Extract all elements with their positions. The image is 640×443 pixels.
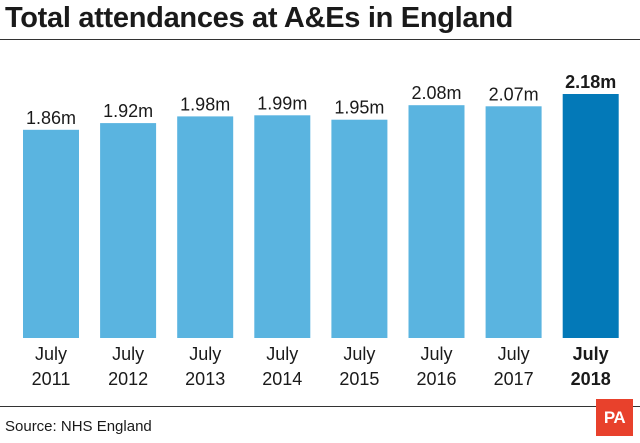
source-note: Source: NHS England [5,418,152,435]
bar-july-2017 [485,106,542,338]
bar-july-2013 [177,116,234,339]
value-label: 2.08m [411,83,461,103]
x-tick-label: July 2011 [32,344,71,389]
x-tick-label: July 2014 [262,344,302,389]
chart-title: Total attendances at A&Es in England [5,2,514,34]
value-label: 1.92m [103,101,153,121]
value-label: 1.86m [26,108,76,128]
x-tick-label: July 2018 [571,344,611,389]
title-divider [0,39,640,40]
bar-july-2015 [331,119,388,338]
x-tick-label: July 2013 [185,344,225,389]
pa-logo: PA [596,399,633,436]
source-divider [0,406,640,407]
x-tick-label: July 2012 [108,344,148,389]
value-label: 1.95m [334,98,384,118]
x-tick-label: July 2015 [339,344,379,389]
bar-july-2016 [408,105,465,338]
bar-july-2018 [562,94,619,338]
bar-july-2012 [100,123,157,338]
bar-chart: 1.86m July 2011 1.92m July 2012 1.98m July 2013 1… [23,72,619,389]
value-label: 2.07m [489,84,539,104]
bar-july-2014 [254,115,311,338]
value-label: 1.99m [257,93,307,113]
value-label: 2.18m [565,72,616,92]
x-tick-label: July 2017 [494,344,534,389]
x-tick-label: July 2016 [416,344,456,389]
bar-july-2011 [23,129,79,338]
value-label: 1.98m [180,94,230,114]
